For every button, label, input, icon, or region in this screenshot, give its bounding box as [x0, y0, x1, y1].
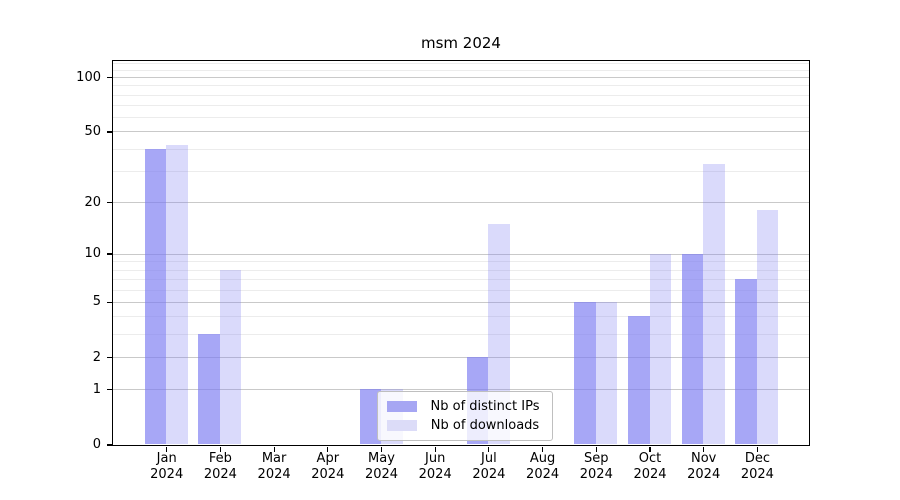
- legend-label-downloads: Nb of downloads: [430, 418, 540, 433]
- gridline-minor-60: [113, 117, 809, 119]
- x-tick-label-apr: Apr 2024: [311, 451, 345, 482]
- y-tick-label-5: 5: [92, 294, 101, 310]
- x-tick-mark-apr: [327, 446, 329, 452]
- legend: Nb of distinct IPs Nb of downloads: [377, 391, 553, 441]
- y-tick-label-20: 20: [84, 194, 101, 210]
- bar-downloads-jul: [488, 223, 510, 444]
- x-tick-label-aug: Aug 2024: [526, 451, 560, 482]
- y-tick-mark-20: [106, 201, 112, 204]
- x-tick-label-jul: Jul 2024: [472, 451, 506, 482]
- bar-downloads-sep: [595, 301, 618, 444]
- x-tick-mark-may: [380, 446, 383, 452]
- bar-distinct-ips-oct: [628, 316, 650, 444]
- x-tick-mark-nov: [703, 446, 705, 452]
- gridline-minor-8: [113, 269, 809, 271]
- x-tick-mark-jul: [488, 446, 490, 452]
- bar-distinct-ips-sep: [574, 301, 596, 444]
- gridline-major-5: [113, 301, 809, 303]
- bar-distinct-ips-jan: [144, 148, 167, 444]
- gridline-major-10: [113, 253, 809, 255]
- gridline-major-100: [113, 77, 809, 79]
- gridline-minor-6: [113, 289, 809, 291]
- x-tick-label-jan: Jan 2024: [150, 451, 184, 482]
- y-tick-mark-5: [106, 301, 112, 303]
- y-tick-label-50: 50: [84, 123, 101, 139]
- x-tick-label-jun: Jun 2024: [418, 451, 452, 482]
- bar-downloads-nov: [703, 163, 725, 444]
- y-tick-label-0: 0: [92, 437, 101, 452]
- gridline-minor-120: [113, 62, 809, 64]
- x-tick-mark-feb: [219, 446, 221, 452]
- bars-layer: [113, 61, 809, 445]
- x-tick-mark-dec: [756, 446, 758, 452]
- legend-label-distinct-ips: Nb of distinct IPs: [430, 399, 540, 414]
- y-tick-label-1: 1: [92, 381, 101, 397]
- bar-distinct-ips-dec: [735, 278, 757, 444]
- x-tick-mark-jan: [166, 446, 168, 452]
- legend-item-distinct-ips: Nb of distinct IPs: [387, 397, 542, 416]
- gridline-minor-80: [113, 94, 809, 96]
- gridline-minor-3: [113, 334, 809, 336]
- y-tick-mark-100: [106, 76, 112, 79]
- x-tick-mark-aug: [542, 446, 544, 452]
- bar-distinct-ips-may: [359, 389, 381, 444]
- legend-swatch-distinct-ips: [387, 401, 417, 412]
- gridline-minor-9: [113, 261, 809, 263]
- gridline-minor-90: [113, 85, 809, 87]
- x-tick-label-may: May 2024: [364, 451, 399, 482]
- x-tick-label-dec: Dec 2024: [740, 451, 774, 482]
- y-tick-mark-10: [106, 253, 112, 255]
- gridlines-layer: [113, 61, 809, 445]
- x-tick-label-feb: Feb 2024: [203, 451, 237, 482]
- x-tick-mark-mar: [273, 446, 275, 452]
- bar-downloads-dec: [756, 210, 779, 444]
- x-tick-mark-sep: [595, 446, 597, 452]
- bar-downloads-oct: [649, 253, 671, 444]
- bar-distinct-ips-feb: [198, 334, 220, 444]
- x-tick-label-sep: Sep 2024: [579, 451, 613, 482]
- x-tick-label-oct: Oct 2024: [633, 451, 667, 482]
- y-tick-mark-1: [106, 389, 112, 391]
- gridline-major-2: [113, 357, 809, 359]
- plot-area: [112, 60, 810, 446]
- gridline-minor-110: [113, 69, 809, 71]
- x-tick-label-nov: Nov 2024: [687, 451, 721, 482]
- legend-swatch-downloads: [387, 420, 417, 431]
- gridline-minor-4: [113, 316, 809, 318]
- bar-distinct-ips-nov: [681, 253, 704, 444]
- y-tick-label-2: 2: [92, 349, 101, 365]
- y-tick-mark-0: [106, 444, 112, 446]
- gridline-minor-40: [113, 148, 809, 150]
- y-tick-mark-2: [106, 356, 112, 359]
- gridline-major-50: [113, 131, 809, 133]
- x-tick-mark-oct: [649, 446, 651, 452]
- x-tick-label-mar: Mar 2024: [257, 451, 291, 482]
- bar-downloads-feb: [219, 269, 242, 444]
- gridline-minor-30: [113, 171, 809, 173]
- chart-title: msm 2024: [421, 34, 501, 52]
- gridline-major-1: [113, 389, 809, 391]
- y-tick-label-100: 100: [76, 69, 101, 85]
- y-tick-label-10: 10: [84, 246, 101, 262]
- x-tick-mark-jun: [434, 446, 436, 452]
- legend-item-downloads: Nb of downloads: [387, 416, 542, 435]
- gridline-major-20: [113, 202, 809, 204]
- gridline-minor-70: [113, 105, 809, 107]
- bar-downloads-jan: [166, 145, 188, 444]
- y-tick-mark-50: [106, 131, 112, 133]
- gridline-minor-7: [113, 278, 809, 280]
